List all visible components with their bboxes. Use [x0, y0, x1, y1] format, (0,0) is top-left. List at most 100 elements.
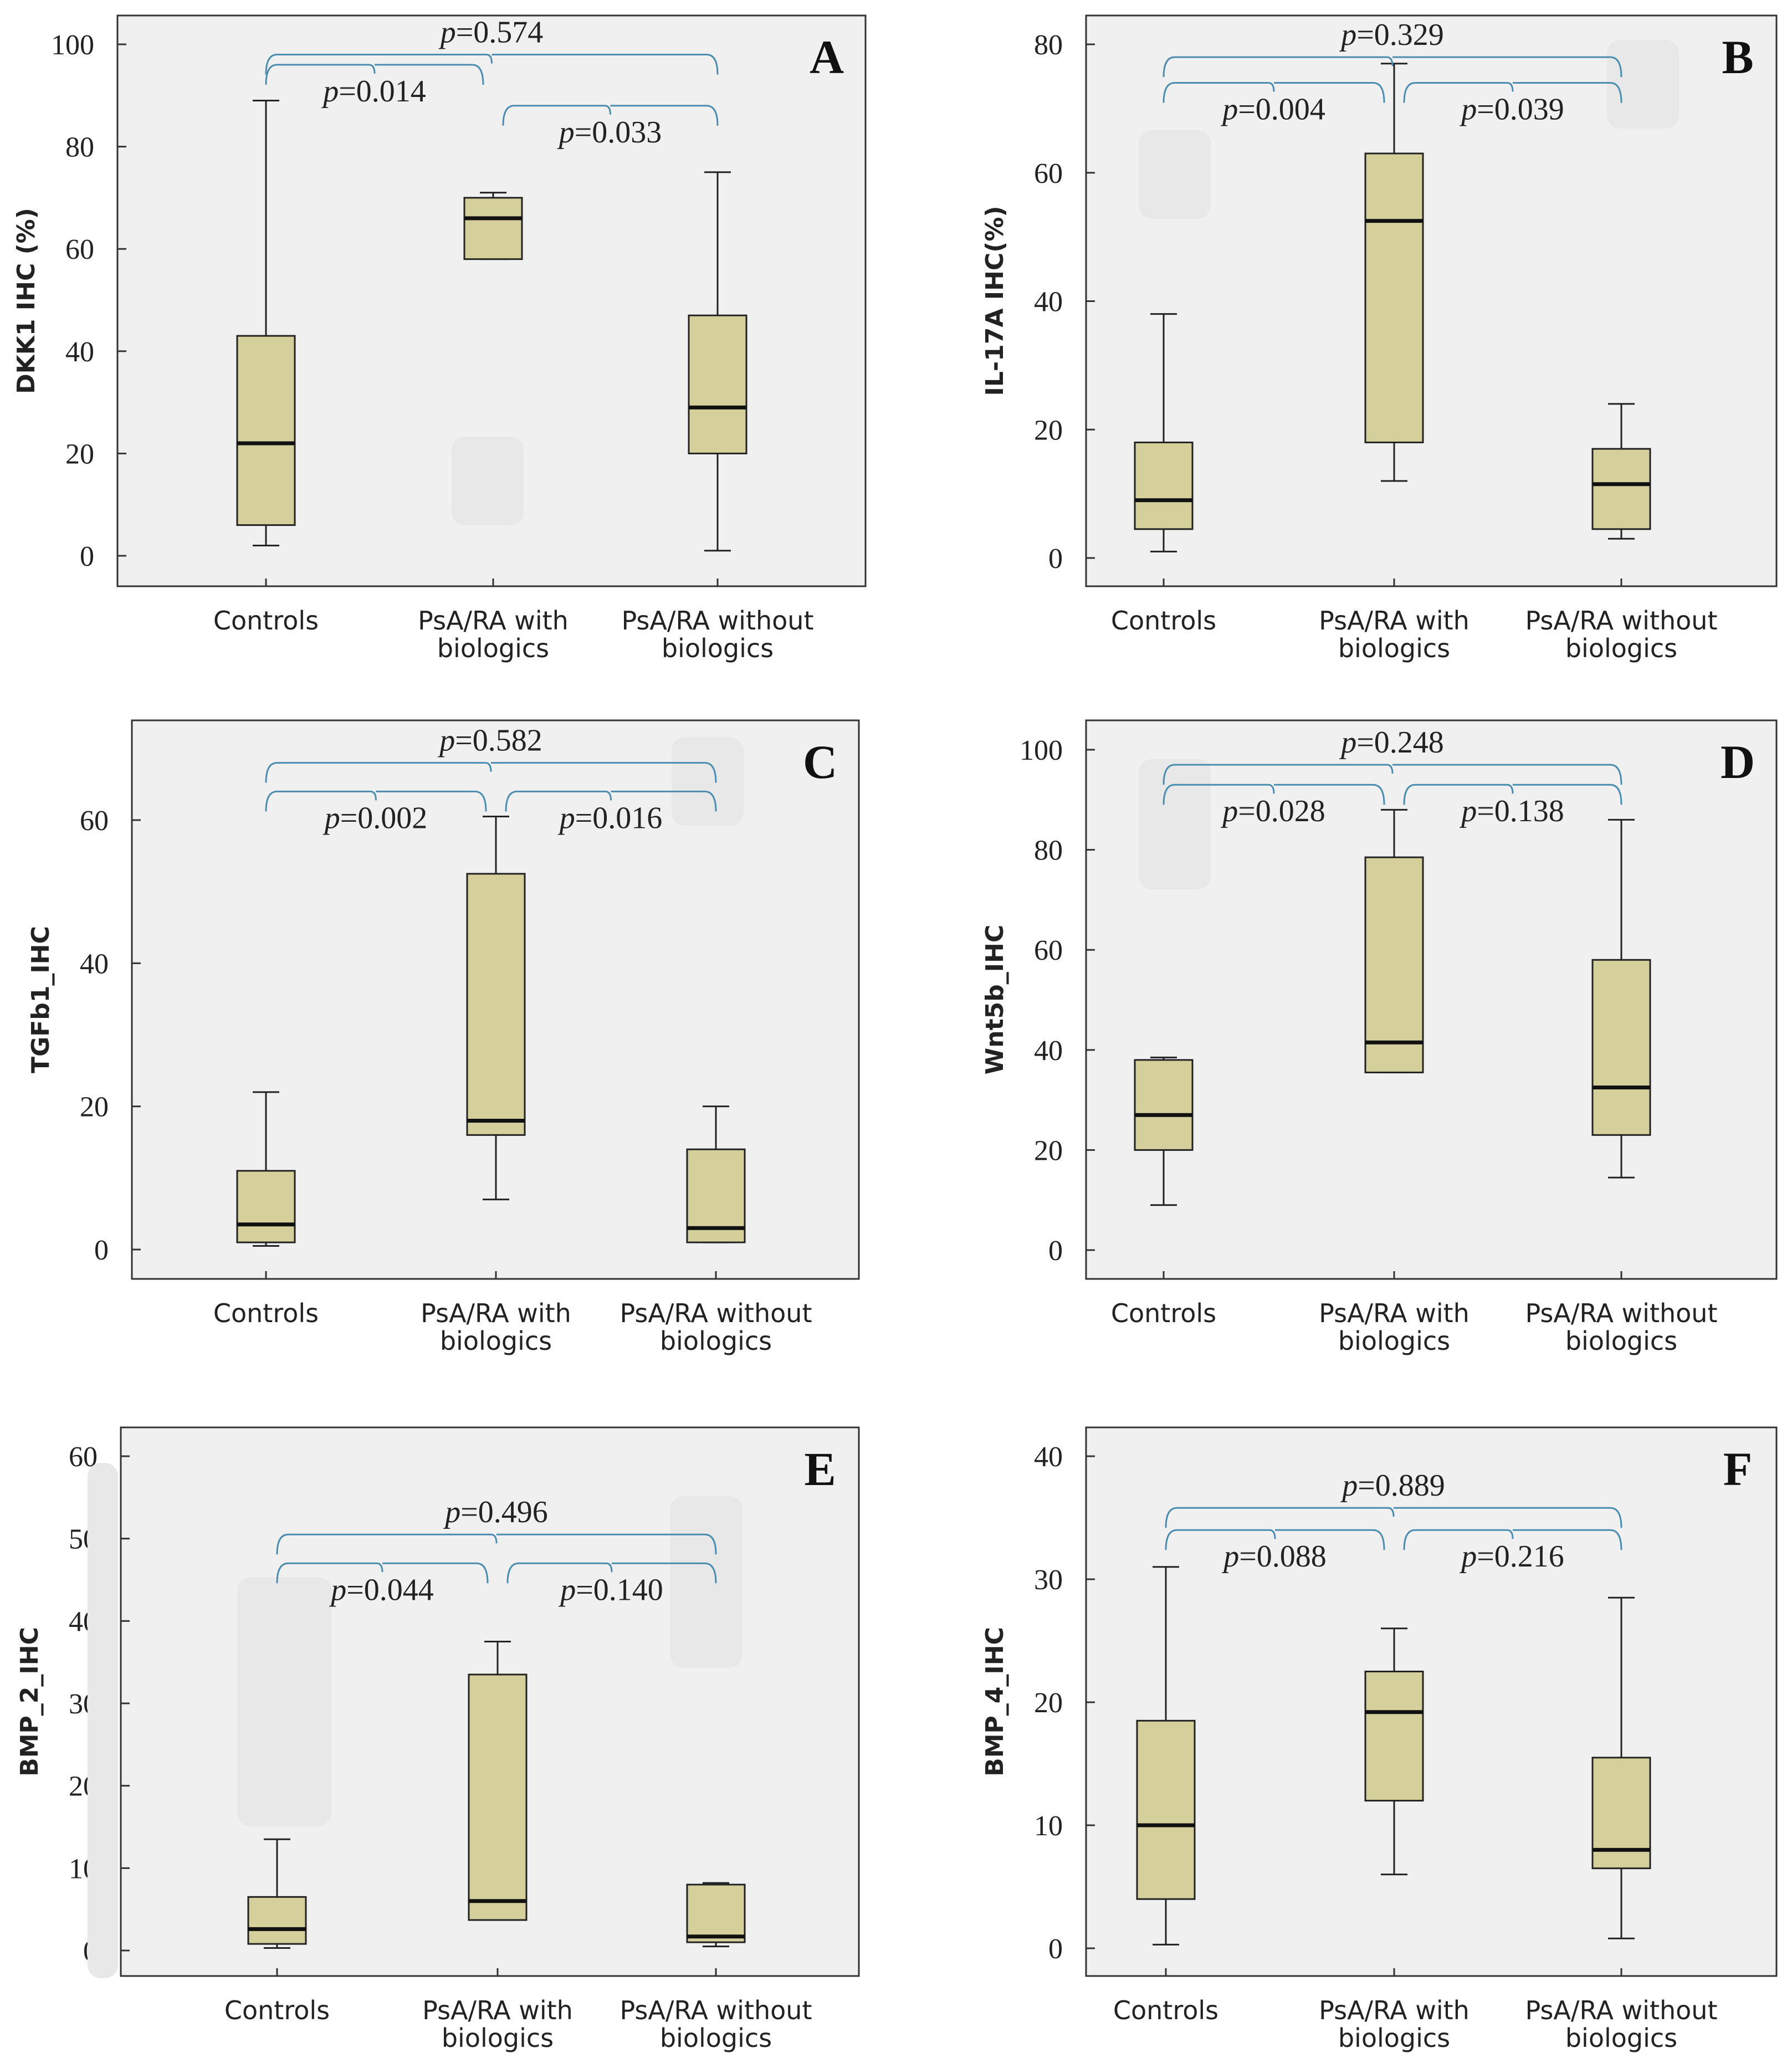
iqr-box — [1134, 441, 1194, 530]
background-patch — [88, 1463, 118, 1978]
panel-letter: D — [1721, 735, 1755, 789]
box-2 — [1364, 63, 1424, 482]
panel-letter: A — [810, 30, 844, 84]
p-value-label: p=0.496 — [443, 1495, 548, 1529]
y-tick-label: 20 — [1034, 414, 1063, 446]
p-value-label: p=0.140 — [558, 1573, 663, 1607]
x-tick-label: Controls — [213, 1298, 319, 1328]
background-patch — [237, 1577, 331, 1826]
iqr-box — [1591, 959, 1651, 1136]
iqr-box — [1364, 1671, 1424, 1802]
comparison-1: p=0.329 — [1163, 18, 1622, 78]
iqr-box — [468, 1673, 528, 1921]
p-value-label: p=0.002 — [322, 801, 428, 835]
y-tick-label: 20 — [1034, 1135, 1063, 1166]
x-tick-label: PsA/RA without biologics — [1525, 606, 1718, 663]
comparison-bracket — [1403, 82, 1622, 103]
comparison-1: p=0.889 — [1165, 1468, 1622, 1528]
comparison-3: p=0.140 — [506, 1562, 717, 1607]
background-patch — [670, 1496, 743, 1668]
iqr-box — [688, 314, 747, 454]
box-3 — [1591, 403, 1651, 540]
y-tick-label: 60 — [1034, 935, 1063, 966]
p-value-label: p=0.039 — [1459, 93, 1564, 127]
comparison-bracket — [502, 105, 719, 126]
iqr-box — [236, 1170, 296, 1243]
y-tick-label: 0 — [80, 541, 94, 572]
comparison-bracket — [265, 762, 717, 783]
y-tick-label: 0 — [94, 1235, 109, 1266]
p-value-label: p=0.016 — [557, 801, 663, 835]
y-tick-label: 0 — [1048, 1235, 1063, 1267]
x-tick-label: Controls — [1111, 606, 1216, 636]
background-patch — [672, 737, 744, 826]
y-tick-label: 100 — [1020, 735, 1063, 766]
panel-c: 0 20 40 60 TGFb1_IHC Controls PsA/RA with biolo… — [27, 719, 860, 1356]
x-tick-label: PsA/RA without biologics — [622, 606, 814, 663]
box-1 — [247, 1838, 307, 1949]
p-value-label: p=0.004 — [1220, 93, 1325, 127]
p-value-label: p=0.044 — [329, 1573, 434, 1607]
comparison-2: p=0.088 — [1165, 1529, 1385, 1574]
p-value-label: p=0.889 — [1340, 1468, 1445, 1503]
comparison-bracket — [506, 1562, 717, 1584]
plot-area — [1085, 1426, 1778, 1977]
comparison-1: p=0.574 — [265, 15, 719, 75]
comparison-bracket — [265, 790, 487, 812]
p-value-label: p=0.574 — [438, 15, 544, 49]
x-tick-label: Controls — [224, 1995, 330, 2025]
p-value-label: p=0.248 — [1339, 725, 1444, 760]
panel-letter: E — [804, 1442, 836, 1496]
comparison-bracket — [1403, 1529, 1622, 1550]
y-tick-label: 20 — [80, 1092, 109, 1123]
box-2 — [1364, 808, 1424, 1073]
y-tick-label: 80 — [1034, 835, 1063, 867]
y-tick-label: 40 — [65, 336, 94, 368]
comparison-bracket — [505, 790, 717, 812]
background-patch — [452, 437, 524, 525]
y-axis-label: DKK1 IHC (%) — [12, 208, 40, 394]
y-tick-label: 100 — [51, 29, 94, 61]
comparison-bracket — [1163, 784, 1385, 805]
x-tick-label: Controls — [1113, 1995, 1218, 2025]
x-tick-label: PsA/RA with biologics — [1319, 1298, 1470, 1356]
panel-a: 0 20 40 60 80 100 DKK1 IHC (%) Controls PsA/RA w… — [12, 14, 867, 663]
y-tick-label: 40 — [1034, 1441, 1063, 1473]
background-patch — [1607, 40, 1679, 129]
panel-letter: C — [803, 735, 837, 789]
y-tick-label: 80 — [1034, 29, 1063, 61]
comparison-1: p=0.248 — [1163, 725, 1622, 785]
iqr-box — [1136, 1719, 1196, 1900]
y-tick-label: 40 — [1034, 1035, 1063, 1067]
iqr-box — [1364, 152, 1424, 443]
y-axis-label: TGFb1_IHC — [27, 926, 55, 1073]
box-1 — [1134, 313, 1194, 552]
y-tick-label: 20 — [1034, 1687, 1063, 1719]
x-tick-label: PsA/RA with biologics — [421, 1298, 571, 1356]
comparison-3: p=0.033 — [502, 105, 719, 150]
comparison-bracket — [265, 64, 484, 85]
iqr-box — [236, 335, 296, 526]
p-value-label: p=0.138 — [1459, 794, 1564, 828]
x-tick-label: PsA/RA with biologics — [422, 1995, 573, 2053]
y-tick-label: 60 — [65, 234, 94, 265]
comparison-3: p=0.138 — [1403, 784, 1622, 828]
comparison-bracket — [1163, 56, 1622, 78]
y-tick-label: 10 — [1034, 1810, 1063, 1842]
box-3 — [686, 1105, 746, 1243]
iqr-box — [247, 1896, 307, 1945]
y-axis-label: Wnt5b_IHC — [981, 925, 1009, 1075]
y-tick-label: 60 — [1034, 158, 1063, 190]
iqr-box — [1364, 856, 1424, 1073]
comparison-3: p=0.016 — [505, 790, 717, 835]
y-tick-label: 30 — [1034, 1564, 1063, 1596]
x-tick-label: PsA/RA with biologics — [1319, 606, 1470, 663]
p-value-label: p=0.088 — [1221, 1539, 1327, 1574]
y-tick-label: 80 — [65, 132, 94, 163]
x-tick-label: PsA/RA without biologics — [1525, 1298, 1718, 1356]
x-tick-label: PsA/RA without biologics — [620, 1298, 812, 1356]
comparison-1: p=0.582 — [265, 724, 717, 783]
comparison-bracket — [276, 1533, 717, 1555]
y-tick-label: 0 — [1048, 543, 1063, 575]
